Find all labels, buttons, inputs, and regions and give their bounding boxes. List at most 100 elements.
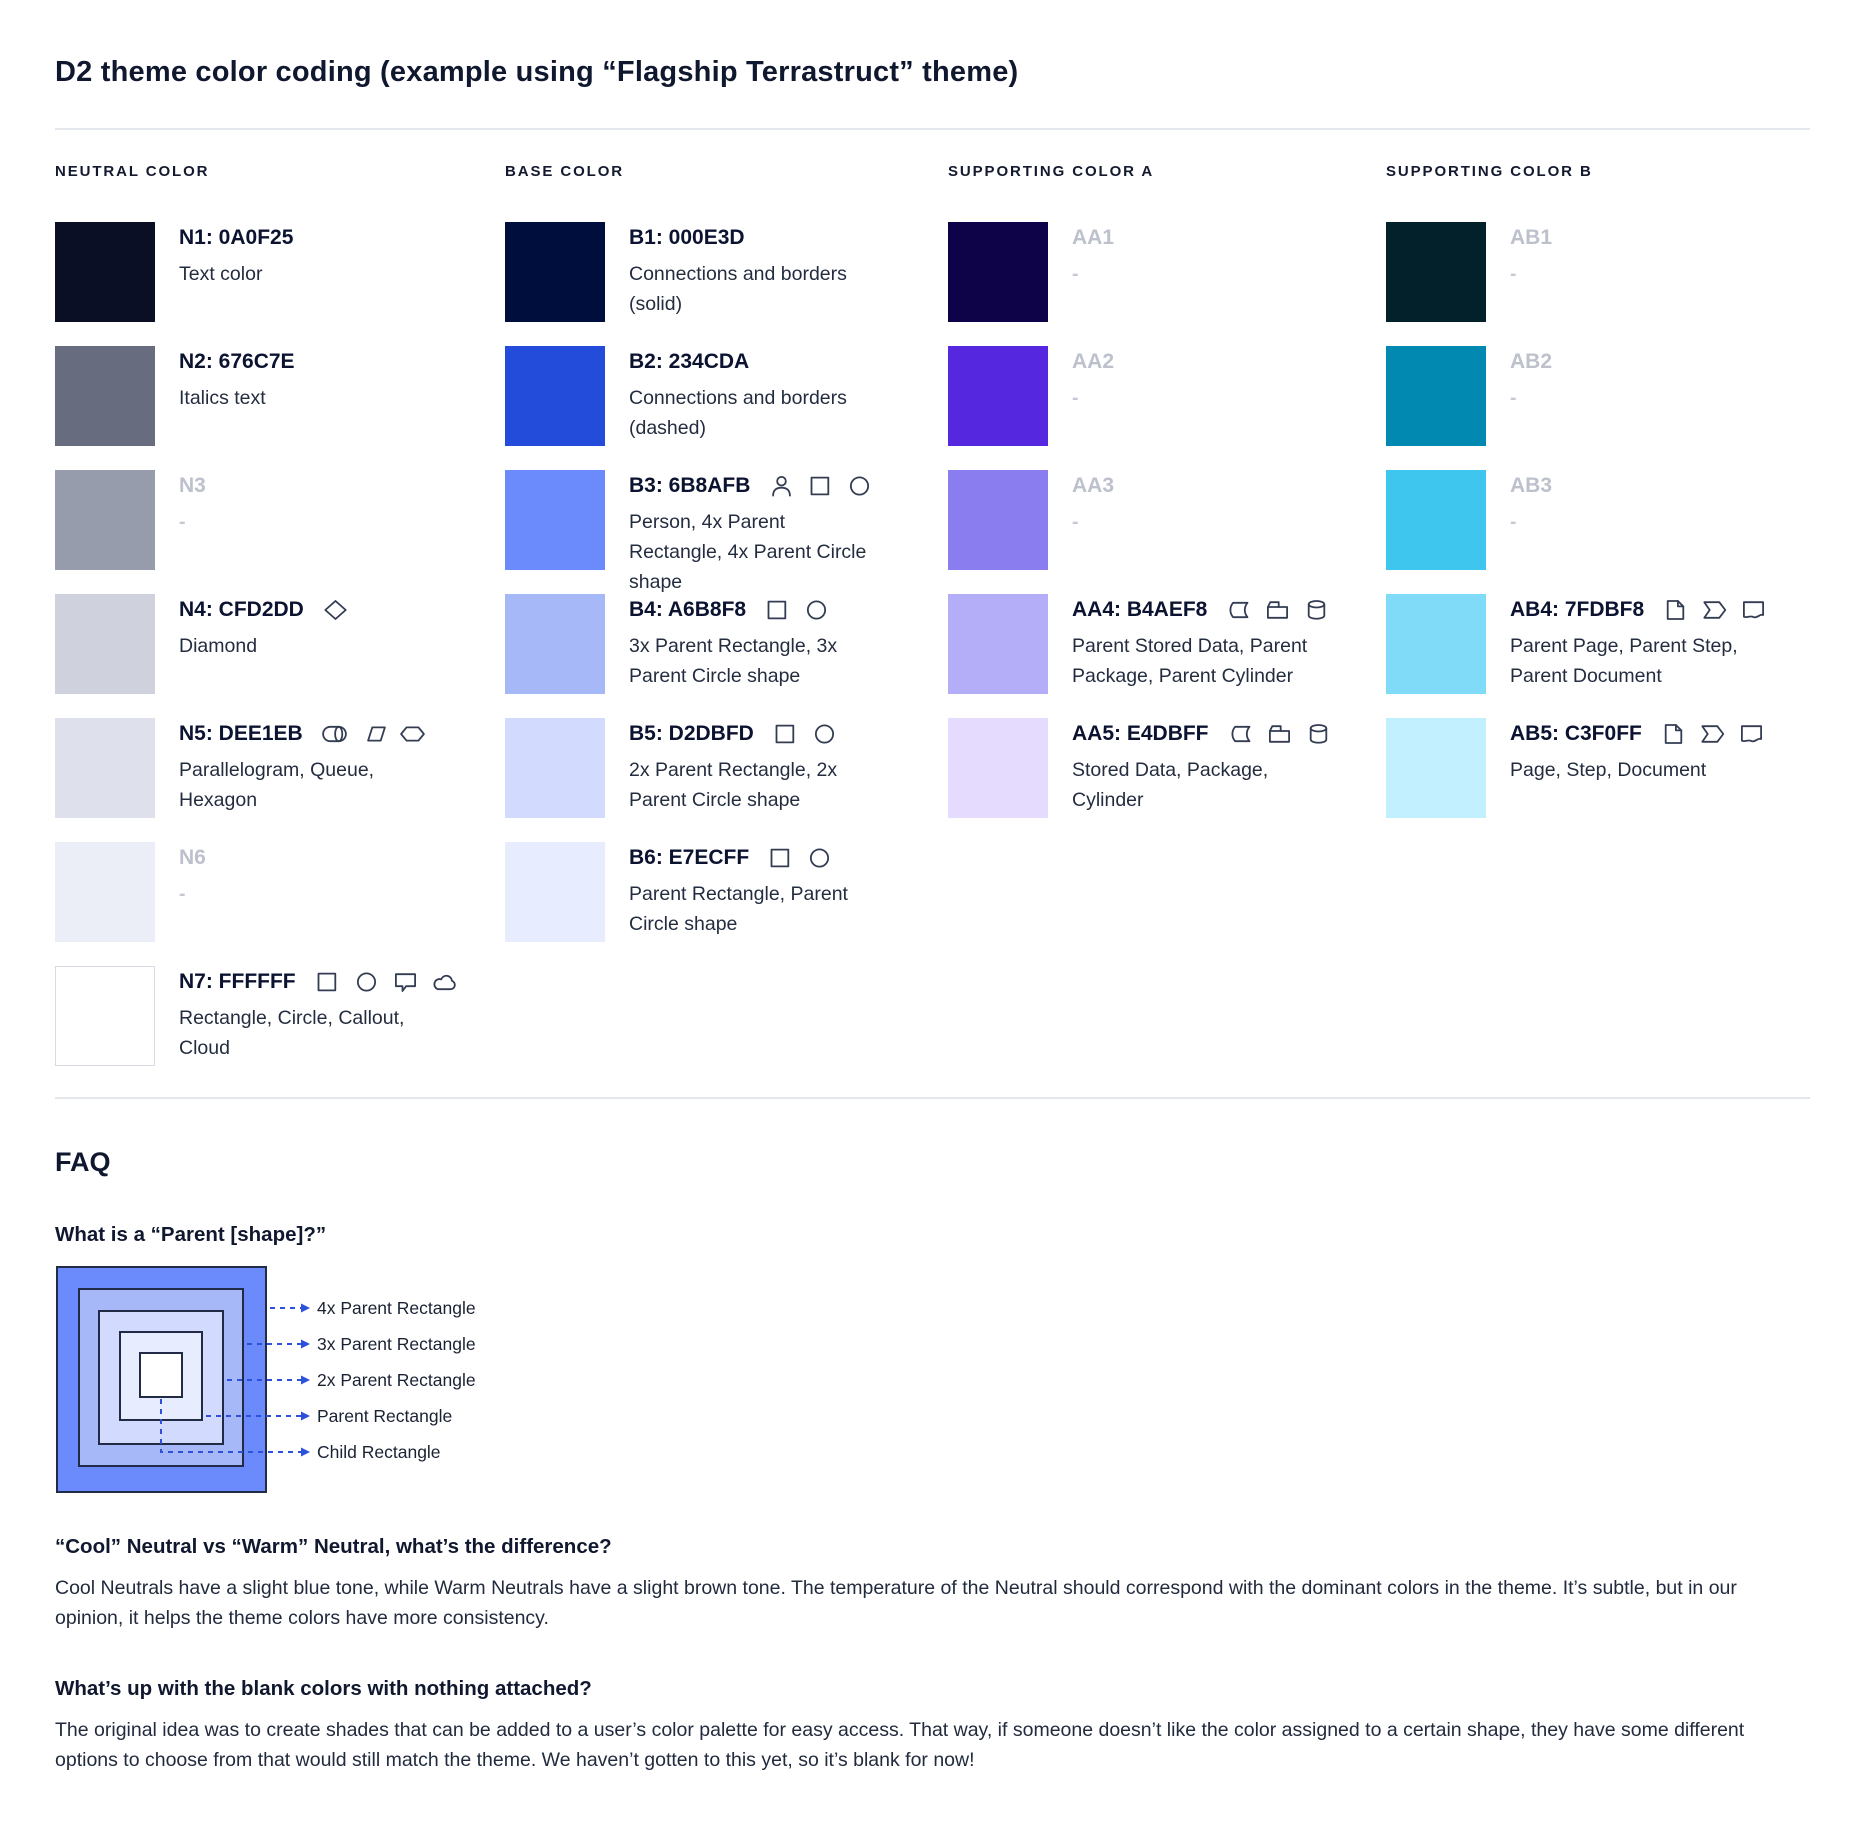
color-swatch: [1386, 470, 1486, 570]
swatch-label: N5: DEE1EB: [179, 722, 303, 745]
color-swatch: [55, 842, 155, 942]
color-swatch: [1386, 594, 1486, 694]
color-swatch: [55, 594, 155, 694]
faq-q2-question: “Cool” Neutral vs “Warm” Neutral, what’s…: [55, 1535, 612, 1558]
color-swatch: [505, 594, 605, 694]
swatch-label: AB4: 7FDBF8: [1510, 598, 1645, 621]
swatch-description: Connections and borders (solid): [629, 263, 847, 315]
color-swatch: [948, 346, 1048, 446]
swatch-description: Parent Page, Parent Step, Parent Documen…: [1510, 635, 1738, 687]
diagram-label: 3x Parent Rectangle: [317, 1334, 476, 1354]
swatch-label: AA2: [1072, 350, 1115, 373]
palette-entry: AA5: E4DBFF Stored Data, Package, Cylinde…: [948, 718, 1386, 818]
queue-icon: [321, 725, 347, 743]
palette-entry: B1: 000E3D Connections and borders (solid…: [505, 222, 948, 322]
swatch-label: AB1: [1510, 226, 1553, 249]
swatch-label: N3: [179, 474, 206, 497]
faq-q1-question: What is a “Parent [shape]?”: [55, 1223, 327, 1246]
color-swatch: [505, 470, 605, 570]
diagram-arrow: [160, 1399, 301, 1453]
swatch-label: AB2: [1510, 350, 1553, 373]
package-icon: [1268, 725, 1290, 743]
swatch-description: -: [179, 883, 186, 905]
cloud-icon: [433, 974, 456, 991]
arrowhead-icon: [301, 1339, 310, 1349]
color-swatch: [1386, 222, 1486, 322]
diagram-child-rectangle: [139, 1352, 183, 1398]
swatch-description: Diamond: [179, 635, 258, 657]
palette-entry: AA3 -: [948, 470, 1386, 570]
parent-shape-diagram: 4x Parent Rectangle 3x Parent Rectangle …: [56, 1266, 476, 1493]
swatch-label: AB5: C3F0FF: [1510, 722, 1642, 745]
swatch-description: Italics text: [179, 387, 266, 409]
document-icon: [1740, 725, 1762, 743]
swatch-description: Stored Data, Package, Cylinder: [1072, 759, 1269, 811]
circle-icon: [810, 848, 830, 868]
callout-icon: [394, 973, 416, 992]
palette-column: NEUTRAL COLOR N1: 0A0F25 Text color N2: 676…: [55, 163, 505, 1090]
title-divider: [55, 128, 1810, 130]
swatch-label: AA3: [1072, 474, 1115, 497]
palette-entry: N3 -: [55, 470, 505, 570]
color-swatch: [1386, 346, 1486, 446]
palette-entry: B3: 6B8AFB Person, 4x Parent Rectangle, 4…: [505, 470, 948, 593]
column-header: BASE COLOR: [505, 163, 625, 180]
stored-data-icon: [1231, 725, 1250, 743]
palette-column: SUPPORTING COLOR B AB1 - AB2 - AB3 - AB4: 7FDBF…: [1386, 163, 1810, 1090]
palette-entry: AA1 -: [948, 222, 1386, 322]
swatch-label: N2: 676C7E: [179, 350, 295, 373]
swatch-description: -: [1510, 511, 1517, 533]
palette-entry: B6: E7ECFF Parent Rectangle, Parent Circl…: [505, 842, 948, 942]
palette-entry: AB5: C3F0FF Page, Step, Document: [1386, 718, 1810, 818]
swatch-description: Parallelogram, Queue, Hexagon: [179, 759, 375, 811]
arrowhead-icon: [301, 1447, 310, 1457]
swatch-label: N6: [179, 846, 206, 869]
rectangle-icon: [810, 476, 830, 496]
swatch-description: Parent Stored Data, Parent Package, Pare…: [1072, 635, 1308, 687]
page-icon: [1666, 600, 1685, 620]
swatch-label: N1: 0A0F25: [179, 226, 294, 249]
color-swatch: [55, 966, 155, 1066]
diagram-label: 2x Parent Rectangle: [317, 1370, 476, 1390]
arrowhead-icon: [301, 1375, 310, 1385]
palette-entry: N2: 676C7E Italics text: [55, 346, 505, 446]
stored-data-icon: [1229, 601, 1249, 619]
swatch-description: -: [179, 511, 186, 533]
swatch-label: B6: E7ECFF: [629, 846, 750, 869]
swatch-label: B5: D2DBFD: [629, 722, 754, 745]
color-swatch: [505, 718, 605, 818]
swatch-description: 2x Parent Rectangle, 2x Parent Circle sh…: [629, 759, 838, 811]
person-icon: [772, 475, 792, 497]
parallelogram-icon: [366, 726, 386, 742]
palette-entry: N7: FFFFFF Rectangle, Circle, Callout, Cl…: [55, 966, 505, 1066]
step-icon: [1701, 725, 1725, 743]
column-header: NEUTRAL COLOR: [55, 163, 210, 180]
color-swatch: [948, 594, 1048, 694]
cylinder-icon: [1308, 600, 1326, 620]
color-swatch: [948, 222, 1048, 322]
swatch-description: Rectangle, Circle, Callout, Cloud: [179, 1007, 405, 1059]
diagram-label: 4x Parent Rectangle: [317, 1298, 476, 1318]
swatch-description: Connections and borders (dashed): [629, 387, 847, 439]
swatch-label: AA1: [1072, 226, 1115, 249]
palette-entry: AB2 -: [1386, 346, 1810, 446]
rectangle-icon: [770, 848, 790, 868]
swatch-description: 3x Parent Rectangle, 3x Parent Circle sh…: [629, 635, 838, 687]
diagram-label: Child Rectangle: [317, 1442, 441, 1462]
circle-icon: [807, 600, 827, 620]
step-icon: [1703, 601, 1727, 619]
rectangle-icon: [767, 600, 787, 620]
circle-icon: [850, 476, 870, 496]
palette-column: BASE COLOR B1: 000E3D Connections and bord…: [505, 163, 948, 1090]
swatch-label: N7: FFFFFF: [179, 970, 296, 993]
faq-q2-answer: Cool Neutrals have a slight blue tone, w…: [55, 1577, 1737, 1629]
color-swatch: [505, 222, 605, 322]
faq-q3-answer: The original idea was to create shades t…: [55, 1719, 1745, 1771]
color-swatch: [505, 842, 605, 942]
swatch-label: AB3: [1510, 474, 1553, 497]
page-title: D2 theme color coding (example using “Fl…: [55, 56, 1019, 88]
palette-entry: AB4: 7FDBF8 Parent Page, Parent Step, Par…: [1386, 594, 1810, 694]
color-swatch: [55, 718, 155, 818]
hexagon-icon: [399, 726, 425, 742]
